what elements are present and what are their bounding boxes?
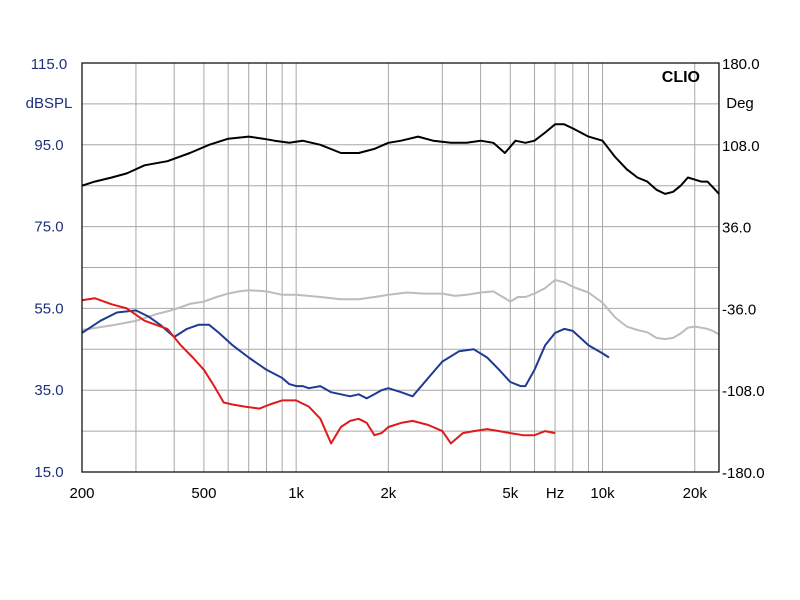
y-left-tick-label: 15.0 [34,464,63,481]
y-left-unit-label: dBSPL [26,95,73,112]
x-tick-label: 1k [288,485,304,502]
y-right-ticks: 180.0 108.0 36.0 -36.0 -108.0 -180.0 [722,56,765,482]
y-right-tick-label: 108.0 [722,138,760,155]
x-tick-label: 500 [191,485,216,502]
y-right-tick-label: 36.0 [722,220,751,237]
series-line-2 [81,279,720,341]
y-right-tick-label: -36.0 [722,301,756,318]
series-line-1 [81,123,720,195]
x-tick-label: 20k [683,485,708,502]
y-left-tick-label: 35.0 [34,382,63,399]
y-left-tick-label: 75.0 [34,219,63,236]
y-right-tick-label: -108.0 [722,383,765,400]
series-group [81,123,720,445]
x-tick-label: 200 [69,485,94,502]
y-left-ticks: 115.0 95.0 75.0 55.0 35.0 15.0 [31,56,67,481]
y-left-tick-label: 115.0 [31,56,67,73]
y-right-unit-label: Deg [726,95,754,112]
brand-label: CLIO [662,69,700,86]
x-ticks: 200 500 1k 2k 5k 10k 20k [69,485,707,502]
plot-frame [81,62,720,473]
y-left-tick-label: 95.0 [34,137,63,154]
x-tick-label: 2k [380,485,396,502]
x-tick-label: 10k [590,485,615,502]
series-line-3 [81,309,610,400]
x-unit-label: Hz [546,485,564,502]
series-line-4 [81,297,556,445]
y-left-tick-label: 55.0 [34,300,63,317]
y-right-tick-label: -180.0 [722,465,765,482]
grid [82,63,720,472]
x-tick-label: 5k [502,485,518,502]
y-right-tick-label: 180.0 [722,56,760,73]
